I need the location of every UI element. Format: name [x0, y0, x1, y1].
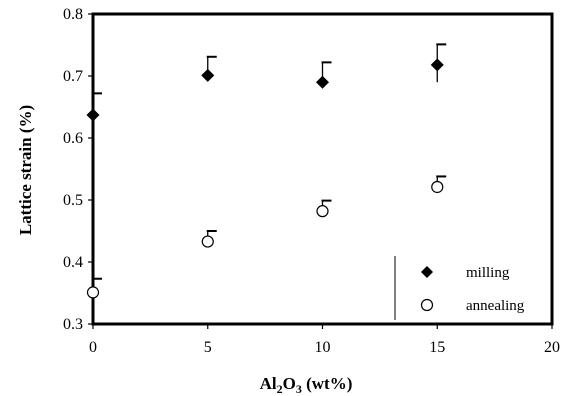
- data-point-milling: [430, 58, 444, 72]
- y-tick-label: 0.6: [63, 130, 83, 147]
- x-tick-label: 0: [89, 339, 97, 356]
- y-tick-label: 0.3: [63, 316, 83, 333]
- legend-annealing-label: annealing: [466, 298, 525, 314]
- y-tick-label: 0.7: [63, 68, 83, 85]
- x-axis: 0 5 10 15 20: [89, 324, 560, 356]
- legend-milling-label: milling: [466, 265, 510, 281]
- y-axis: 0.3 0.4 0.5 0.6 0.7 0.8: [63, 6, 93, 333]
- x-tick-label: 5: [204, 339, 212, 356]
- x-axis-label: Al2O3 (wt%): [260, 374, 353, 396]
- y-tick-label: 0.8: [63, 6, 83, 23]
- y-tick-label: 0.4: [63, 254, 83, 271]
- data-point-annealing: [431, 180, 444, 194]
- data-point-annealing: [201, 235, 214, 248]
- data-point-milling: [201, 68, 215, 82]
- y-tick-label: 0.5: [63, 192, 83, 209]
- x-tick-label: 10: [315, 339, 331, 356]
- legend-annealing-marker: [420, 298, 434, 312]
- data-point-milling: [86, 108, 100, 122]
- data-point-milling: [316, 75, 329, 89]
- x-tick-label: 20: [544, 339, 560, 356]
- x-tick-label: 15: [429, 339, 445, 356]
- legend-milling-marker: [421, 266, 433, 278]
- series-milling: [86, 43, 447, 122]
- data-point-annealing: [316, 205, 329, 218]
- y-axis-label: Lattice strain (%): [16, 105, 35, 235]
- data-point-annealing: [86, 286, 100, 299]
- series-annealing: [86, 175, 447, 299]
- legend: milling annealing: [394, 256, 525, 320]
